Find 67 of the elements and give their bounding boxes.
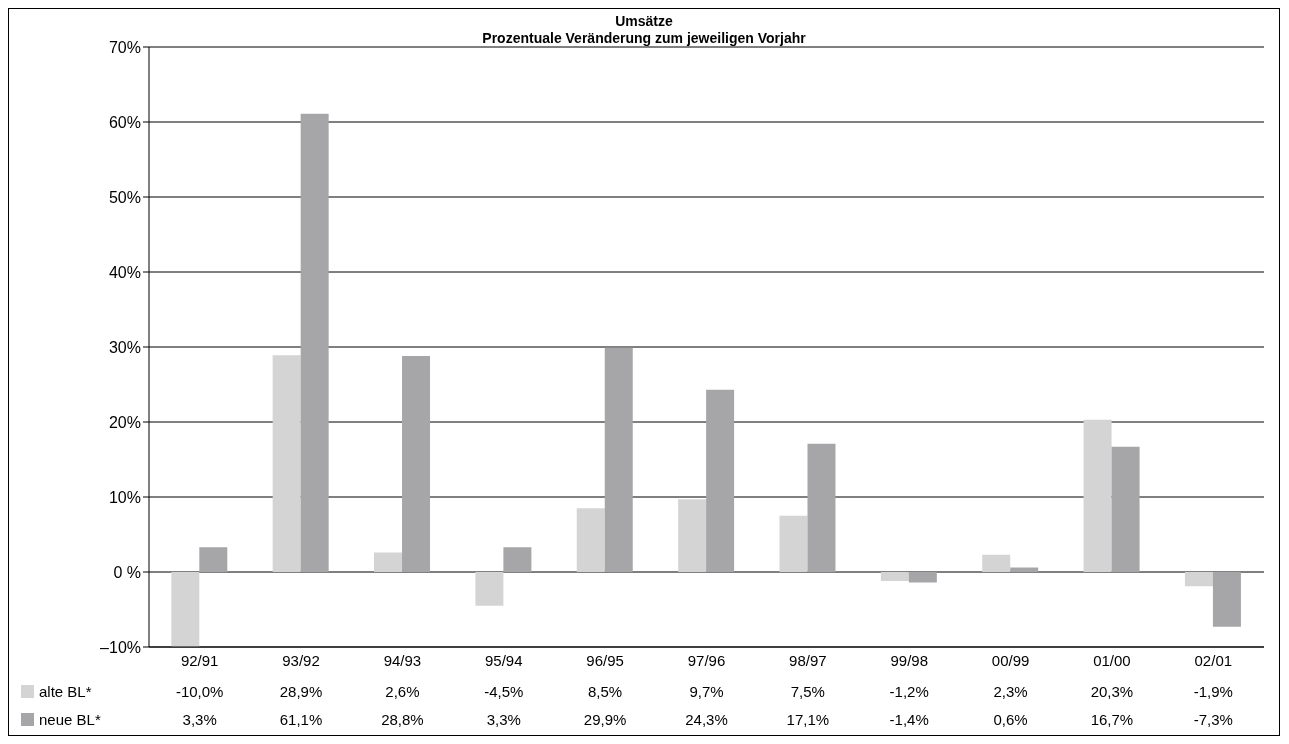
- bar: [779, 515, 808, 572]
- data-label: -7,3%: [1192, 710, 1234, 728]
- y-tick-label: 10%: [108, 488, 141, 506]
- bar: [1083, 419, 1112, 572]
- bar: [604, 347, 633, 572]
- y-tick-label: 70%: [108, 38, 141, 56]
- y-tick-label: 40%: [108, 263, 141, 281]
- y-tick-label: 50%: [108, 188, 141, 206]
- y-tick-label: –10%: [100, 638, 141, 656]
- data-label: 17,1%: [785, 710, 831, 728]
- data-label: -1,9%: [1192, 682, 1234, 700]
- bar: [908, 572, 937, 583]
- data-label: 61,1%: [278, 710, 324, 728]
- x-tick-label: 01/00: [1093, 651, 1131, 669]
- legend-label: alte BL*: [39, 682, 92, 700]
- bar: [402, 356, 431, 572]
- legend-label: neue BL*: [39, 710, 101, 728]
- data-label: 7,5%: [789, 682, 826, 700]
- data-label: 0,6%: [992, 710, 1029, 728]
- chart-subtitle: Prozentuale Veränderung zum jeweiligen Vorjahr: [482, 30, 806, 46]
- data-label: 2,6%: [384, 682, 421, 700]
- x-tick-label: 94/93: [383, 651, 422, 669]
- data-label: 16,7%: [1089, 710, 1135, 728]
- data-label: 3,3%: [485, 710, 522, 728]
- y-tick-label: 30%: [108, 338, 141, 356]
- bar: [374, 552, 403, 572]
- bar: [272, 355, 301, 572]
- bar: [706, 389, 735, 572]
- x-tick-label: 02/01: [1194, 651, 1233, 669]
- chart-title: Umsätze: [614, 13, 674, 30]
- y-tick-label: 60%: [108, 113, 141, 131]
- data-label: -4,5%: [483, 682, 525, 700]
- bar: [982, 554, 1011, 572]
- bar: [1212, 572, 1241, 627]
- bar: [1111, 446, 1140, 572]
- data-label: 20,3%: [1089, 682, 1135, 700]
- data-label: 2,3%: [992, 682, 1029, 700]
- x-tick-label: 00/99: [991, 651, 1030, 669]
- data-label: -10,0%: [174, 682, 225, 700]
- bar: [300, 113, 329, 572]
- bar: [503, 547, 532, 572]
- data-label: -1,4%: [888, 710, 930, 728]
- bar: [199, 547, 228, 572]
- bar: [1184, 572, 1213, 587]
- bar: [475, 572, 504, 606]
- bar: [678, 499, 707, 572]
- x-tick-label: 92/91: [180, 651, 219, 669]
- data-label: 24,3%: [684, 710, 729, 728]
- data-label: 3,3%: [181, 710, 218, 728]
- bar: [576, 508, 605, 572]
- data-label: 28,9%: [278, 682, 324, 700]
- data-label: -1,2%: [888, 682, 930, 700]
- x-tick-label: 97/96: [687, 651, 726, 669]
- bar: [171, 572, 200, 647]
- x-tick-label: 98/97: [789, 651, 827, 669]
- x-tick-label: 99/98: [890, 651, 928, 669]
- data-label: 29,9%: [582, 710, 628, 728]
- data-label: 9,7%: [688, 682, 725, 700]
- x-tick-label: 96/95: [586, 651, 624, 669]
- x-tick-label: 95/94: [485, 651, 523, 669]
- x-tick-label: 93/92: [282, 651, 320, 669]
- y-tick-label: 0 %: [113, 563, 141, 581]
- data-label: 28,8%: [380, 710, 425, 728]
- bar: [880, 572, 909, 581]
- bar: [807, 443, 836, 572]
- y-tick-label: 20%: [108, 413, 141, 431]
- data-label: 8,5%: [587, 682, 624, 700]
